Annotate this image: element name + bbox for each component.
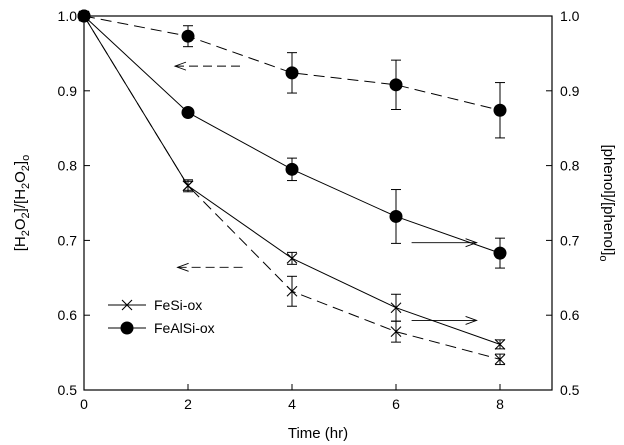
marker-stroke	[494, 338, 506, 350]
annotation-arrow	[176, 262, 243, 272]
data-point	[389, 78, 403, 92]
left-y-tick-label: 1.0	[58, 8, 78, 24]
x-axis-label: Time (hr)	[288, 425, 348, 442]
data-point	[182, 180, 194, 192]
series-fealsi-ox-phenol	[77, 9, 507, 269]
data-point	[77, 9, 91, 23]
x-tick-label: 2	[184, 396, 192, 412]
annotation-arrow	[411, 238, 478, 248]
data-point	[494, 353, 506, 365]
right-y-tick-label: 0.7	[560, 232, 580, 248]
arrow-head	[173, 61, 187, 71]
series-layer	[77, 9, 507, 366]
data-point	[494, 338, 506, 350]
left-y-tick-label: 0.6	[58, 307, 78, 323]
marker-stroke	[121, 299, 133, 311]
data-point	[285, 66, 299, 80]
right-y-tick-label: 1.0	[560, 8, 580, 24]
x-tick-label: 0	[80, 396, 88, 412]
marker-stroke	[494, 353, 506, 365]
right-y-tick-label: 0.5	[560, 382, 580, 398]
x-tick-label: 8	[496, 396, 504, 412]
legend-label: FeAlSi-ox	[154, 320, 215, 336]
legend-marker	[121, 299, 133, 311]
right-y-tick-label: 0.8	[560, 158, 580, 174]
series-line	[83, 15, 501, 111]
left-y-tick-label: 0.7	[58, 232, 78, 248]
marker-stroke	[390, 302, 402, 314]
right-y-tick-label: 0.9	[560, 83, 580, 99]
legend-entry: FeAlSi-ox	[108, 320, 215, 336]
data-point	[493, 246, 507, 260]
data-point	[181, 29, 195, 43]
series-line	[83, 15, 501, 254]
data-point	[286, 252, 298, 264]
legend: FeSi-ox FeAlSi-ox	[108, 297, 215, 336]
right-y-axis-label: [phenol]/[phenol]o	[597, 144, 617, 261]
left-y-tick-label: 0.9	[58, 83, 78, 99]
x-tick-label: 6	[392, 396, 400, 412]
left-y-axis-label: [H2O2]/[H2O2]o	[12, 155, 32, 251]
marker-stroke	[286, 252, 298, 264]
arrow-head	[465, 316, 478, 325]
data-point	[181, 105, 195, 119]
data-point	[389, 209, 403, 223]
annotation-arrows	[173, 61, 478, 325]
arrow-head	[465, 238, 478, 248]
marker-stroke	[182, 180, 194, 192]
plot-frame	[83, 15, 553, 391]
annotation-arrow	[411, 316, 478, 325]
marker-stroke	[286, 285, 298, 297]
annotation-arrow	[173, 61, 240, 71]
legend-marker	[120, 321, 134, 335]
series-fealsi-ox-h2o2	[77, 9, 507, 139]
data-point	[390, 302, 402, 314]
data-point	[286, 285, 298, 297]
legend-entry: FeSi-ox	[108, 297, 202, 313]
marker-stroke	[390, 326, 402, 338]
left-y-tick-label: 0.5	[58, 382, 78, 398]
axis-ticks: 0 2 4 6 8 0.5 0.6 0.7 0.8 0.9 1.0 0.5 0.6 0.7 0.8 0.9 1.…	[58, 8, 580, 412]
data-point	[390, 326, 402, 338]
legend-label: FeSi-ox	[154, 297, 202, 313]
data-point	[493, 103, 507, 117]
left-y-tick-label: 0.8	[58, 158, 78, 174]
right-y-tick-label: 0.6	[560, 307, 580, 323]
x-tick-label: 4	[288, 396, 296, 412]
data-point	[285, 162, 299, 176]
arrow-head	[176, 262, 189, 272]
